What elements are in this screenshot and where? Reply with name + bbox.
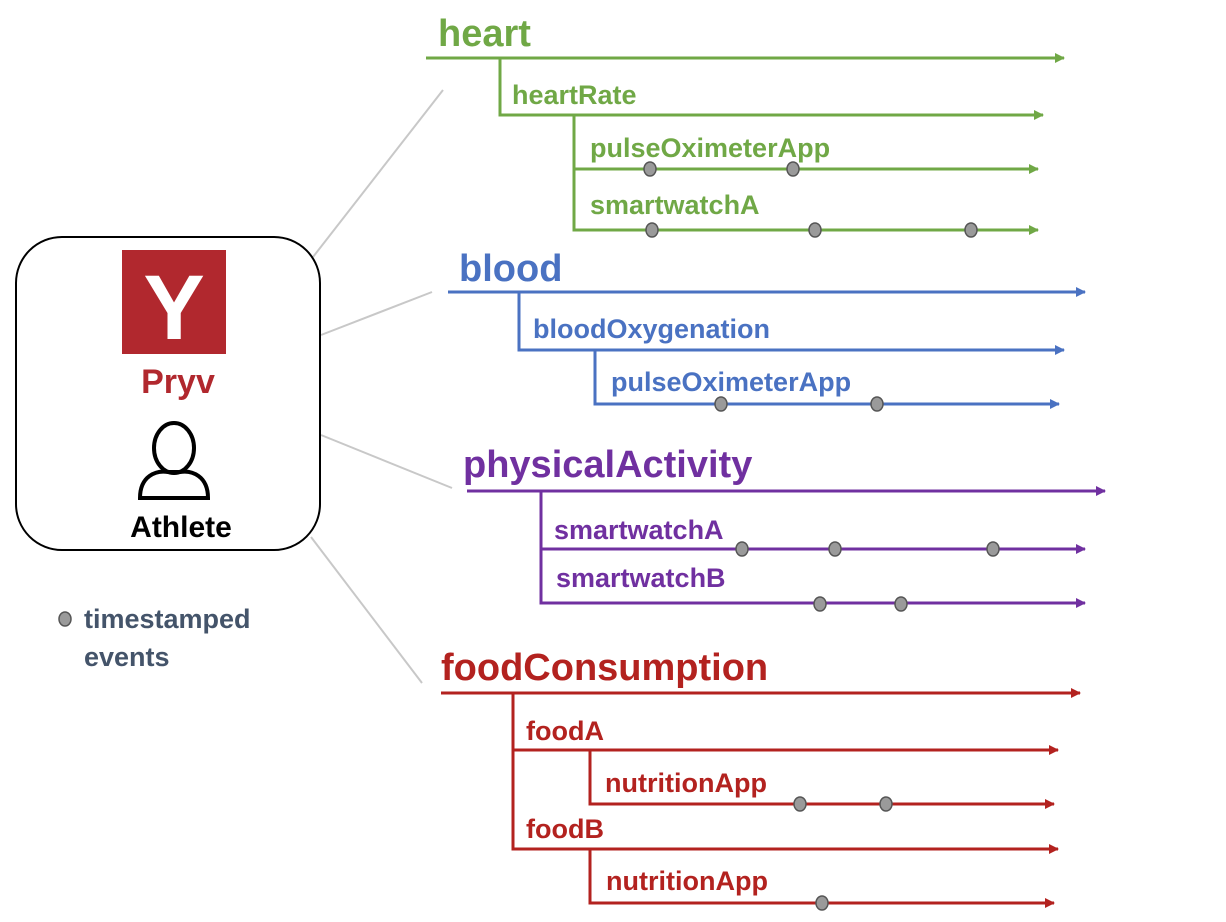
event-dot	[870, 396, 884, 412]
stream-label-heart-smartwatch-a: smartwatchA	[590, 190, 760, 220]
stream-label-pa-smartwatch-a: smartwatchA	[554, 515, 724, 545]
legend-line-1: timestamped	[84, 604, 251, 634]
stream-label-blood-oxygenation: bloodOxygenation	[533, 314, 770, 344]
person-icon	[137, 421, 211, 500]
stream-label-heart: heart	[438, 13, 531, 55]
stream-label-food-consumption: foodConsumption	[441, 647, 768, 689]
stream-physical-activity: physicalActivity smartwatchA smartwatchB	[463, 444, 1106, 608]
branch-blood-pulse-oximeter	[593, 350, 1060, 409]
stream-label-physical-activity: physicalActivity	[463, 444, 752, 486]
brand-name: Pryv	[141, 363, 215, 401]
events-blood	[714, 396, 884, 412]
role-label: Athlete	[130, 511, 232, 544]
event-dot	[714, 396, 728, 412]
branch-heart-rate	[498, 58, 1044, 120]
connectors	[310, 89, 453, 684]
branch-blood-oxygenation	[517, 292, 1065, 355]
stream-label-food-b: foodB	[526, 814, 604, 844]
legend-line-2: events	[84, 642, 170, 672]
branch-heart-smartwatch-a	[572, 169, 1039, 235]
logo-letter: Y	[143, 257, 204, 359]
event-dot	[793, 796, 807, 812]
connector-food	[310, 536, 423, 684]
event-dot	[813, 596, 827, 612]
stream-label-heart-rate: heartRate	[512, 80, 637, 110]
events-food-consumption	[793, 796, 893, 911]
events-physical-activity	[735, 541, 1000, 612]
branch-food-b	[511, 750, 1059, 854]
event-dot	[879, 796, 893, 812]
stream-food-consumption: foodConsumption foodA nutritionApp foodB…	[441, 647, 1081, 908]
event-dot	[815, 895, 829, 911]
stream-label-pa-smartwatch-b: smartwatchB	[556, 563, 726, 593]
event-dot	[964, 222, 978, 238]
event-dot	[808, 222, 822, 238]
stream-label-food-a: foodA	[526, 716, 604, 746]
pryv-logo-icon: Y	[122, 250, 226, 359]
stream-label-heart-pulse-oximeter: pulseOximeterApp	[590, 133, 830, 163]
stream-heart: heart heartRate pulseOximeterApp smartwa…	[426, 13, 1065, 235]
user-box-frame	[15, 236, 321, 551]
stream-blood: blood bloodOxygenation pulseOximeterApp	[448, 248, 1086, 409]
connector-physical-activity	[320, 434, 453, 489]
legend: timestamped events	[58, 604, 251, 672]
event-dot	[828, 541, 842, 557]
event-dot	[894, 596, 908, 612]
events-heart	[643, 161, 978, 238]
user-box: Y Pryv Athlete	[15, 236, 321, 551]
stream-label-food-b-nutrition: nutritionApp	[606, 866, 768, 896]
stream-label-blood-pulse-oximeter: pulseOximeterApp	[611, 367, 851, 397]
stream-label-food-a-nutrition: nutritionApp	[605, 768, 767, 798]
branch-food-b-nutrition	[588, 849, 1055, 908]
event-dot	[986, 541, 1000, 557]
event-dot	[645, 222, 659, 238]
connector-blood	[320, 291, 433, 336]
event-dot	[786, 161, 800, 177]
event-dot-icon	[58, 611, 72, 627]
stream-label-blood: blood	[459, 248, 562, 290]
event-dot	[735, 541, 749, 557]
branch-food-a-nutrition	[588, 750, 1055, 809]
event-dot	[643, 161, 657, 177]
connector-heart	[312, 89, 444, 258]
